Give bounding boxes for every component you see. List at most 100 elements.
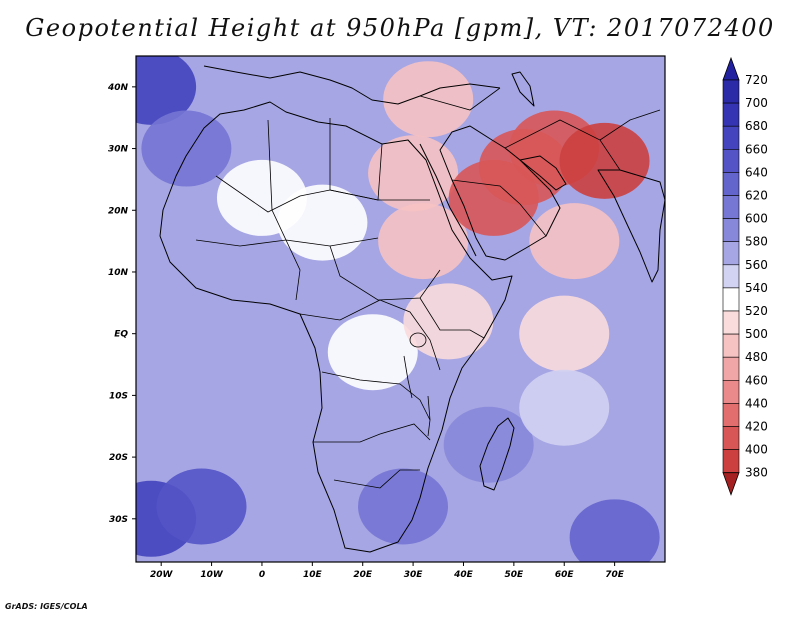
lakes: [403, 332, 431, 437]
colorbar-label: 700: [745, 96, 768, 110]
colorbar-swatch: [722, 79, 740, 104]
colorbar-swatch: [722, 379, 740, 404]
x-tick-label: 60E: [555, 570, 575, 580]
lake-tanganyika: [403, 355, 413, 399]
region-high-south-atlantic: [156, 468, 247, 545]
colorbar-label: 600: [745, 212, 768, 226]
y-tick-label: 20S: [109, 453, 128, 463]
y-tick-label: 10S: [109, 391, 128, 401]
border-central-africa: [299, 299, 441, 371]
colorbar-label: 480: [745, 350, 768, 364]
map-frame: [135, 55, 666, 563]
colorbar-swatch: [722, 356, 740, 381]
colorbar-label: 440: [745, 396, 768, 410]
colorbar-label: 540: [745, 281, 768, 295]
colorbar-swatch: [722, 125, 740, 150]
axes: 20W 10W 0 10E 20E 30E 40E 50E 60E 70E 40N 30N 20N 10N…: [107, 83, 625, 580]
colorbar-label: 500: [745, 327, 768, 341]
region-turkey: [383, 61, 474, 138]
y-tick-label: 30N: [108, 145, 129, 155]
madagascar-coastline: [479, 417, 515, 491]
border-libya-egypt: [329, 118, 383, 201]
caspian-coast: [511, 71, 535, 107]
border-southern-2: [333, 469, 420, 489]
region-sudan: [378, 203, 469, 280]
lake-malawi: [427, 395, 431, 437]
border-iran: [504, 119, 621, 171]
border-west-africa: [195, 239, 301, 301]
colorbar-swatch: [722, 195, 740, 219]
colorbar-label: 720: [745, 73, 768, 87]
colorbar-swatch: [722, 218, 740, 243]
region-gulf-guinea: [227, 295, 318, 372]
india-coastline: [597, 169, 665, 283]
region-indian-ocean-equator: [519, 295, 610, 372]
map-title: Geopotential Height at 950hPa [gpm], VT:…: [25, 14, 775, 42]
colorbar: 720 700 680 660 640 620 600 580 560 540 520 500 480 4…: [722, 56, 768, 496]
region-high-indian-ocean: [569, 499, 660, 562]
y-tick-label: 20N: [108, 206, 129, 216]
region-sahara-central: [277, 184, 368, 261]
x-tick-label: 10E: [303, 570, 323, 580]
colorbar-label: 680: [745, 119, 768, 133]
border-sudan-south: [329, 245, 441, 301]
border-arabia: [451, 179, 547, 237]
region-mozambique-channel: [443, 406, 534, 483]
colorbar-label: 620: [745, 189, 768, 203]
colorbar-swatch: [722, 172, 740, 196]
y-tick-label: 10N: [108, 268, 129, 278]
colorbar-swatch: [722, 102, 740, 127]
africa-coastline: [159, 101, 513, 553]
colorbar-label: 400: [745, 443, 768, 457]
border-congo: [321, 371, 431, 421]
region-egypt: [368, 135, 459, 212]
x-tick-label: 20E: [353, 570, 373, 580]
colorbar-label: 520: [745, 304, 768, 318]
x-tick-label: 10W: [200, 570, 224, 580]
colorbar-swatch: [722, 333, 740, 358]
y-tick-label: EQ: [114, 330, 128, 340]
region-pakistan: [559, 122, 650, 199]
border-turkey: [419, 87, 501, 111]
grads-credit: GrADS: IGES/COLA: [5, 602, 88, 611]
y-tick-label: 30S: [109, 515, 128, 525]
colorbar-swatch: [722, 264, 740, 289]
colorbar-swatch: [722, 241, 740, 266]
region-congo-basin: [327, 314, 418, 391]
border-southern-1: [313, 423, 431, 443]
x-tick-label: 30E: [404, 570, 424, 580]
border-pakistan: [599, 109, 661, 141]
colorbar-label: 640: [745, 165, 768, 179]
country-borders: [195, 87, 661, 489]
x-tick-label: 50E: [505, 570, 525, 580]
geopotential-field: [136, 56, 665, 562]
x-tick-label: 70E: [605, 570, 625, 580]
colorbar-bottom-arrow: [722, 472, 740, 496]
colorbar-label: 420: [745, 420, 768, 434]
x-tick-label: 20W: [150, 570, 174, 580]
colorbar-swatch: [722, 149, 740, 173]
colorbar-label: 660: [745, 142, 768, 156]
red-sea-coast: [419, 143, 477, 257]
colorbar-label: 460: [745, 373, 768, 387]
region-high-north-atlantic: [136, 56, 197, 125]
arabia-coastline: [439, 125, 561, 261]
mediterranean-north-coast: [203, 65, 501, 105]
colorbar-swatch: [722, 310, 740, 335]
colorbar-label: 580: [745, 235, 768, 249]
lake-victoria: [409, 332, 427, 348]
region-arabian-sea: [529, 203, 620, 280]
x-tick-label: 0: [259, 570, 265, 580]
colorbar-swatch: [722, 403, 740, 427]
persian-gulf-coast: [519, 155, 567, 191]
border-east-africa: [419, 297, 485, 339]
colorbar-swatch: [722, 426, 740, 450]
region-indian-ocean-south: [519, 369, 610, 446]
colorbar-swatch: [722, 287, 740, 312]
coastlines: [159, 65, 665, 553]
y-tick-label: 40N: [107, 83, 129, 93]
x-tick-label: 40E: [453, 570, 474, 580]
colorbar-swatch: [722, 449, 740, 474]
region-south-africa-lowveld: [358, 468, 449, 545]
